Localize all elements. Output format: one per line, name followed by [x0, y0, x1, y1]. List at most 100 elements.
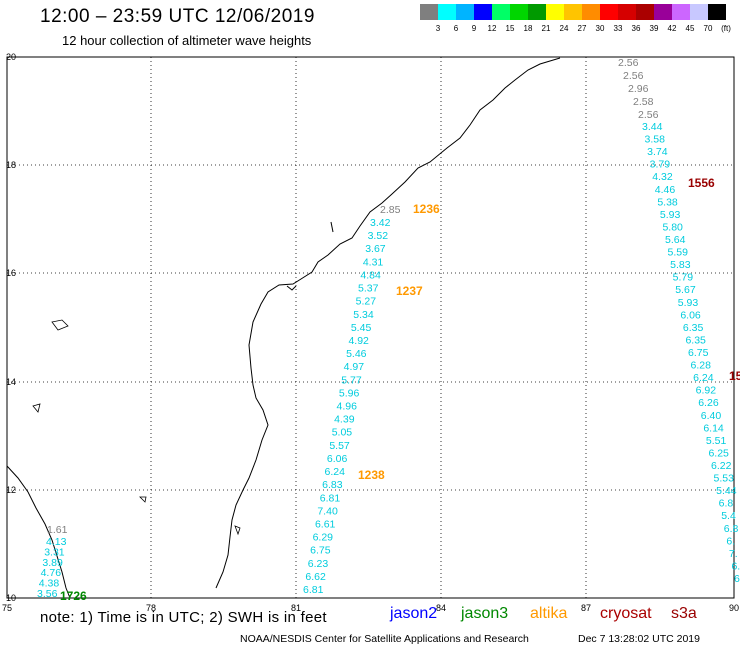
y-tick-label: 14 — [6, 377, 16, 387]
wave-height-value: 6.35 — [685, 334, 706, 346]
island — [51, 319, 69, 331]
x-tick-label: 75 — [2, 603, 12, 613]
x-tick-label: 87 — [581, 603, 591, 613]
map-subtitle: 12 hour collection of altimeter wave hei… — [62, 33, 312, 48]
scale-swatch — [510, 4, 528, 20]
pass-time-label: 1556 — [688, 176, 715, 190]
pass-time-label: 1238 — [358, 468, 385, 482]
wave-height-value: 7.40 — [317, 505, 338, 517]
wave-height-value: 4.31 — [363, 256, 384, 268]
x-tick-label: 78 — [146, 603, 156, 613]
wave-height-value: 5.34 — [353, 309, 374, 321]
scale-swatch — [708, 4, 726, 20]
scale-swatch — [618, 4, 636, 20]
pass-time-label: 1726 — [60, 589, 87, 603]
coastline — [215, 57, 561, 589]
wave-height-value: 5.05 — [332, 427, 353, 439]
wave-height-value: 4.97 — [344, 361, 365, 373]
wave-height-value: 3.56 — [37, 588, 58, 600]
y-tick-label: 18 — [6, 160, 16, 170]
wave-height-value: 5.67 — [675, 284, 696, 296]
wave-height-value: 6.62 — [305, 571, 326, 583]
scale-label: 15 — [505, 24, 515, 33]
wave-height-value: 2.56 — [618, 57, 639, 69]
scale-swatch — [564, 4, 582, 20]
wave-height-value: 4.76 — [41, 567, 62, 579]
legend-cryosat: cryosat — [600, 605, 652, 622]
scale-label: 6 — [453, 24, 459, 33]
wave-height-value: 5.37 — [358, 283, 379, 295]
legend-s3a: s3a — [671, 605, 697, 622]
wave-height-value: 6.8 — [719, 498, 734, 510]
wave-height-value: 6.40 — [701, 410, 722, 422]
wave-height-value: 5.51 — [706, 435, 727, 447]
scale-label: 33 — [613, 24, 623, 33]
x-tick-label: 84 — [436, 603, 446, 613]
wave-height-value: 6.24 — [325, 466, 346, 478]
wave-height-value: 6.28 — [691, 360, 712, 372]
wave-height-value: 3.42 — [370, 217, 391, 229]
wave-height-value: 5.64 — [665, 234, 686, 246]
wave-height-value: 4.46 — [655, 184, 676, 196]
wave-height-value: 6.25 — [708, 447, 729, 459]
island — [234, 525, 241, 536]
wave-height-value: 4.92 — [348, 335, 369, 347]
scale-swatch — [420, 4, 438, 20]
sri-lanka-coast — [6, 465, 71, 599]
wave-height-value: 5.46 — [346, 348, 367, 360]
map-title: 12:00 – 23:59 UTC 12/06/2019 — [40, 6, 315, 27]
wave-height-value: 5.53 — [714, 473, 735, 485]
y-tick-label: 10 — [6, 593, 16, 603]
wave-height-value: 5.59 — [668, 247, 689, 259]
scale-label: 36 — [631, 24, 641, 33]
wave-height-value: 3.89 — [42, 557, 63, 569]
scale-swatch — [456, 4, 474, 20]
scale-swatch — [582, 4, 600, 20]
wave-height-value: 4.84 — [360, 269, 381, 281]
scale-swatch — [690, 4, 708, 20]
wave-height-value: 6.92 — [696, 385, 717, 397]
wave-height-value: 3.52 — [368, 230, 389, 242]
wave-height-value: 4.38 — [39, 578, 60, 590]
scale-label: 39 — [649, 24, 659, 33]
scale-swatch — [438, 4, 456, 20]
y-tick-label: 16 — [6, 268, 16, 278]
scale-swatch — [654, 4, 672, 20]
wave-height-value: 6.23 — [308, 558, 329, 570]
scale-label: 45 — [685, 24, 695, 33]
scale-label: 18 — [523, 24, 533, 33]
wave-height-value: 5.27 — [356, 296, 377, 308]
wave-height-value: 5.44 — [716, 485, 737, 497]
wave-height-value: 6.24 — [693, 372, 714, 384]
wave-height-value: 5.93 — [660, 209, 681, 221]
wave-height-value: 5.96 — [339, 387, 360, 399]
wave-height-value: 6.81 — [303, 584, 324, 596]
credit-line: NOAA/NESDIS Center for Satellite Applica… — [240, 633, 529, 645]
pass-time-label: 1236 — [413, 202, 440, 216]
wave-height-value: 6.29 — [313, 532, 334, 544]
wave-height-value: 5.83 — [670, 259, 691, 271]
scale-swatch — [600, 4, 618, 20]
scale-label: 27 — [577, 24, 587, 33]
wave-height-value: 6.06 — [680, 309, 701, 321]
legend-altika: altika — [530, 605, 568, 622]
scale-label: 21 — [541, 24, 551, 33]
pass-time-label: 155 — [729, 369, 740, 383]
map-frame — [6, 56, 735, 599]
scale-swatch — [672, 4, 690, 20]
scale-swatch — [492, 4, 510, 20]
wave-height-value: 2.56 — [638, 109, 659, 121]
wave-height-value: 6.26 — [698, 397, 719, 409]
wave-height-value: 7. — [729, 548, 738, 560]
wave-height-value: 3.74 — [647, 146, 668, 158]
scale-swatch — [528, 4, 546, 20]
wave-height-value: 6.75 — [310, 545, 331, 557]
x-tick-label: 90 — [729, 603, 739, 613]
y-tick-label: 12 — [6, 485, 16, 495]
wave-height-value: 5.38 — [657, 196, 678, 208]
wave-height-value: 1.61 — [47, 524, 68, 536]
wave-height-value: 5.77 — [341, 374, 362, 386]
scale-label: 12 — [487, 24, 497, 33]
scale-label: 42 — [667, 24, 677, 33]
y-tick-label: 20 — [6, 52, 16, 62]
